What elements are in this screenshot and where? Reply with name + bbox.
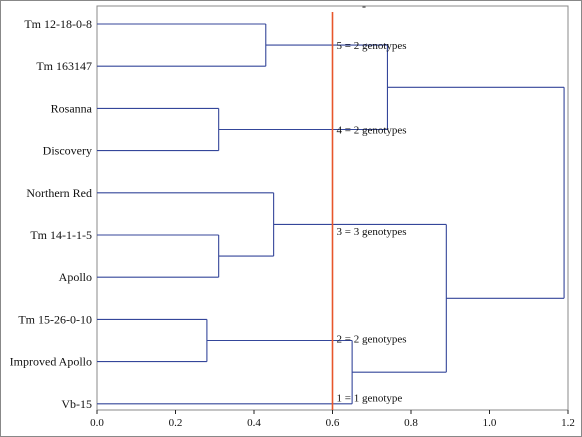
leaf-label: Rosanna [51,101,93,115]
leaf-label: Tm 14-1-1-5 [30,228,92,242]
cluster-label: 5 = 2 genotypes [337,40,407,52]
cluster-label: 1 = 1 genotype [337,392,403,404]
leaf-label: Apollo [59,270,92,284]
plot-area: Tm 12-18-0-8 Tm 163147 Rosanna Discovery Nor… [10,5,575,429]
leaf-label: Discovery [43,144,92,158]
x-tick-label: 0.0 [90,417,104,429]
x-tick-label: 1.0 [483,417,497,429]
leaf-label: Northern Red [26,186,92,200]
cluster-label: 4 = 2 genotypes [337,125,407,137]
x-tick-label: 1.2 [561,417,575,429]
cluster-label: 2 = 2 genotypes [337,333,407,345]
x-tick-label: 0.2 [169,417,183,429]
cluster-label: 3 = 3 genotypes [337,226,407,238]
leaf-label: Vb-15 [61,397,92,411]
leaf-label: Tm 12-18-0-8 [24,17,92,31]
leaf-label: Improved Apollo [10,355,92,369]
x-tick-label: 0.8 [404,417,418,429]
x-tick-label: 0.6 [326,417,340,429]
x-tick-label: 0.4 [247,417,261,429]
leaf-label: Tm 163147 [36,59,92,73]
leaf-label: Tm 15-26-0-10 [18,312,92,326]
